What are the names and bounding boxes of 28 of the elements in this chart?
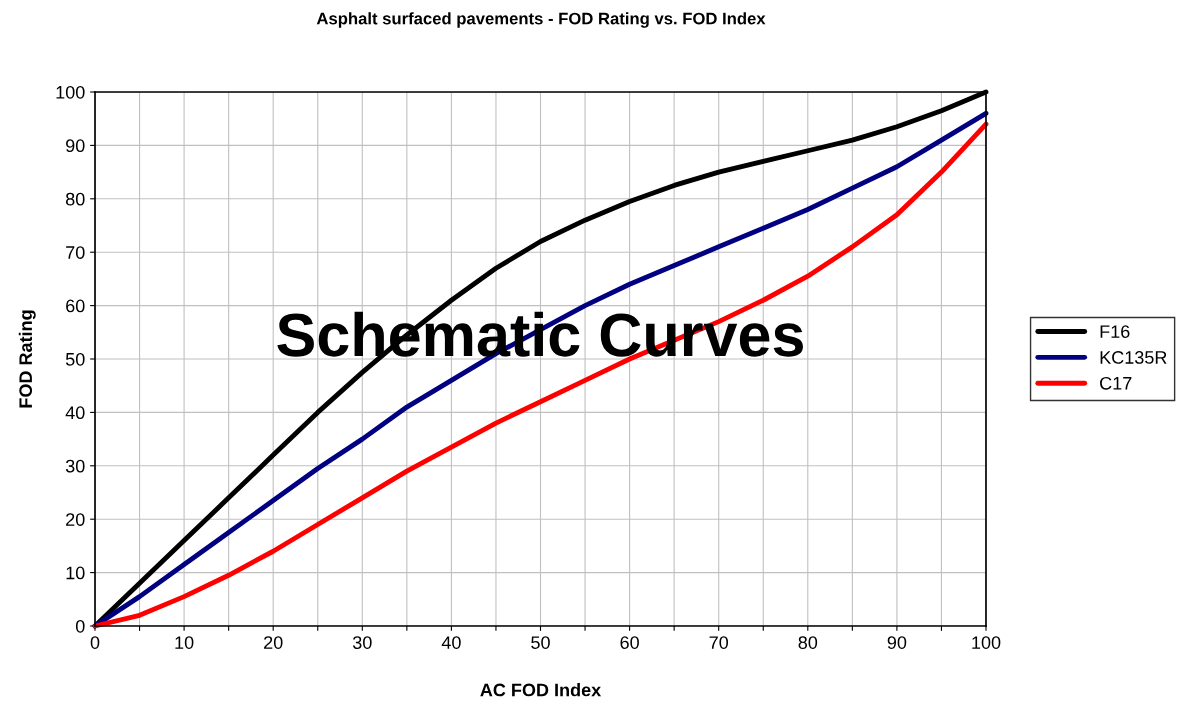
y-tick-label: 100 <box>56 85 85 99</box>
x-tick-label: 70 <box>709 636 729 649</box>
y-tick-label: 50 <box>65 352 85 366</box>
x-tick-label: 100 <box>972 636 1001 649</box>
y-tick-label: 80 <box>65 192 85 206</box>
y-tick-label: 10 <box>66 566 85 580</box>
x-tick-label: 40 <box>441 636 461 649</box>
legend-label: F16 <box>1100 325 1130 338</box>
y-tick-label: 60 <box>66 299 85 313</box>
x-tick-label: 30 <box>352 636 372 649</box>
x-tick-label: 20 <box>264 636 283 649</box>
y-tick-label: 30 <box>65 459 85 473</box>
y-tick-label: 90 <box>66 139 85 153</box>
y-tick-label: 20 <box>66 513 85 526</box>
x-tick-label: 90 <box>887 636 907 649</box>
x-tick-label: 60 <box>620 636 639 649</box>
x-axis-title: AC FOD Index <box>480 683 602 697</box>
x-tick-label: 50 <box>531 636 550 649</box>
x-tick-label: 80 <box>798 636 818 649</box>
legend-label: C17 <box>1100 376 1132 390</box>
y-axis-title: FOD Rating <box>18 310 36 408</box>
x-tick-label: 10 <box>175 636 194 649</box>
x-tick-label: 0 <box>90 636 100 649</box>
y-tick-label: 70 <box>66 246 85 259</box>
legend-label: KC135R <box>1100 351 1167 364</box>
chart-title: Asphalt surfaced pavements - FOD Rating vs. FOD Index <box>316 12 766 28</box>
y-tick-label: 0 <box>75 619 85 633</box>
y-tick-label: 40 <box>65 406 85 420</box>
